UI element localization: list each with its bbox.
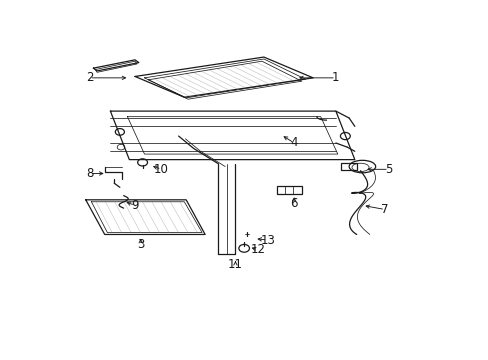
Text: 7: 7 bbox=[381, 203, 388, 216]
Text: 5: 5 bbox=[385, 163, 392, 176]
Text: 1: 1 bbox=[331, 71, 339, 84]
Text: 3: 3 bbox=[137, 238, 144, 251]
Text: 4: 4 bbox=[290, 136, 297, 149]
Text: 2: 2 bbox=[85, 71, 93, 84]
Text: 10: 10 bbox=[154, 163, 169, 176]
Text: 12: 12 bbox=[250, 243, 265, 256]
Text: 13: 13 bbox=[260, 234, 275, 247]
Text: 9: 9 bbox=[131, 199, 139, 212]
Bar bbox=[277, 186, 301, 194]
Text: 6: 6 bbox=[290, 198, 297, 211]
Text: 8: 8 bbox=[86, 167, 93, 180]
Text: 11: 11 bbox=[227, 258, 243, 271]
